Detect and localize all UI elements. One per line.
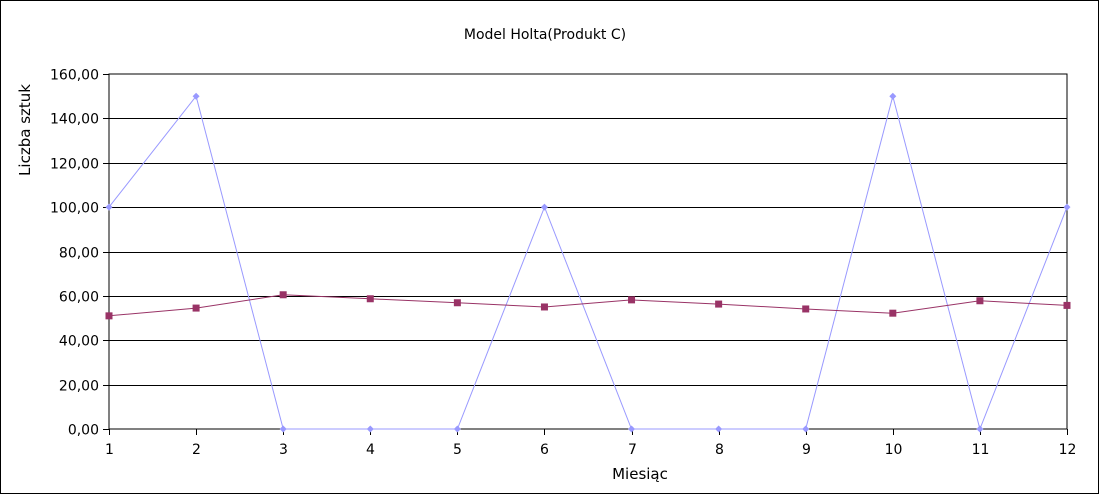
- y-tick-label: 60,00: [59, 290, 99, 306]
- x-tick-label: 8: [715, 442, 724, 458]
- series-2-point: [976, 297, 984, 305]
- x-tick-label: 1: [105, 442, 114, 458]
- series-2-point: [802, 305, 810, 313]
- y-axis-title: Liczba sztuk: [16, 84, 34, 176]
- series-1-point: [540, 203, 548, 211]
- series-2-point: [279, 291, 287, 299]
- x-tick-label: 5: [453, 442, 462, 458]
- series-1-line: [108, 94, 1068, 431]
- series-2-point: [366, 295, 374, 303]
- series-2-point: [453, 299, 461, 307]
- axes: [103, 73, 1068, 435]
- series-1-point: [628, 425, 636, 433]
- y-tick-label: 120,00: [50, 157, 99, 173]
- x-tick-label: 7: [628, 442, 637, 458]
- series-1-point: [802, 425, 810, 433]
- series-1-point: [279, 425, 287, 433]
- series-2-point: [540, 303, 548, 311]
- x-tick-label: 4: [366, 442, 375, 458]
- y-tick-label: 160,00: [50, 68, 99, 84]
- series-1-point: [889, 92, 897, 100]
- series-1-point: [192, 92, 200, 100]
- x-tick-label: 2: [192, 442, 201, 458]
- series-group: [105, 92, 1071, 433]
- series-2-point: [715, 300, 723, 308]
- series-1-point: [1063, 203, 1071, 211]
- x-axis-title: Miesiąc: [612, 465, 668, 483]
- series-2-point: [192, 304, 200, 312]
- series-2-point: [1063, 301, 1071, 309]
- series-1-point: [105, 203, 113, 211]
- x-tick-label: 10: [885, 442, 903, 458]
- x-tick-label: 6: [540, 442, 549, 458]
- series-2-point: [105, 312, 113, 320]
- y-tick-label: 0,00: [68, 423, 99, 439]
- series-1-point: [715, 425, 723, 433]
- x-tick-label: 3: [279, 442, 288, 458]
- x-tick-label: 9: [802, 442, 811, 458]
- plot-area: [108, 73, 1068, 430]
- y-tick-label: 140,00: [50, 112, 99, 128]
- x-tick-label: 11: [972, 442, 990, 458]
- series-1-point: [366, 425, 374, 433]
- y-tick-label: 100,00: [50, 201, 99, 217]
- gridlines: [109, 118, 1067, 386]
- chart-title: Model Holta(Produkt C): [464, 27, 626, 43]
- series-1-point: [976, 425, 984, 433]
- series-2-point: [628, 296, 636, 304]
- series-2-line: [108, 294, 1068, 317]
- y-tick-label: 40,00: [59, 334, 99, 350]
- series-2-point: [889, 309, 897, 317]
- tick-labels: 0,00 20,00 40,00 60,00 80,00 100,00 120,00 140,…: [50, 68, 1076, 459]
- y-tick-label: 80,00: [59, 246, 99, 262]
- y-tick-label: 20,00: [59, 379, 99, 395]
- x-tick-label: 12: [1059, 442, 1077, 458]
- series-1-point: [453, 425, 461, 433]
